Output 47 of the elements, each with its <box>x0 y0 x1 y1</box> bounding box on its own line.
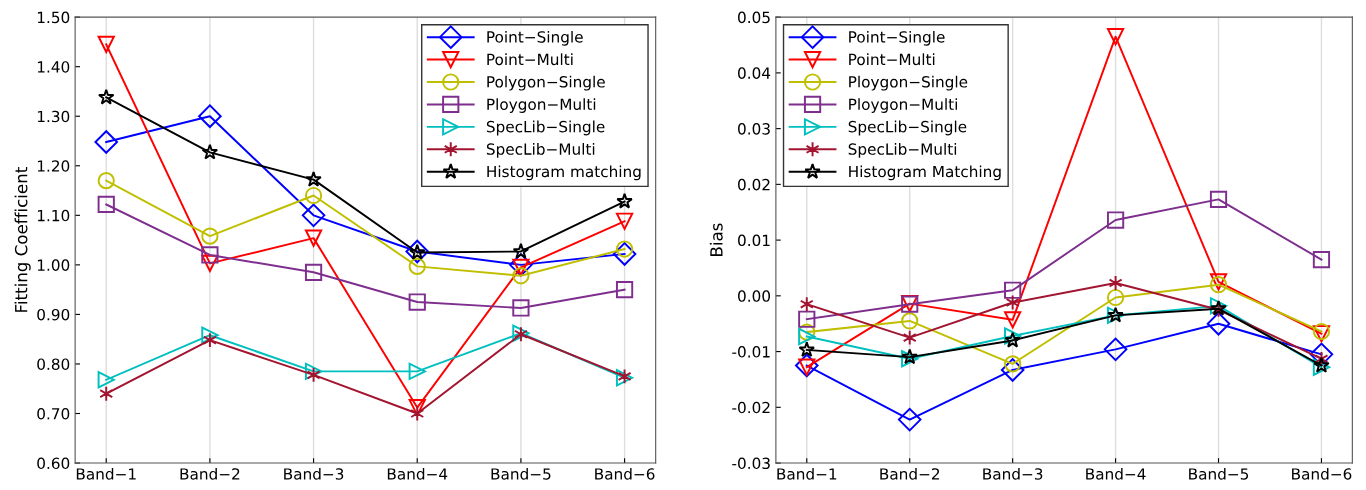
x-tick-label: Band−2 <box>880 467 940 480</box>
x-tick-label: Band−6 <box>595 467 655 480</box>
y-tick-label: 1.00 <box>37 259 70 271</box>
y-tick-label: 0.90 <box>37 308 70 321</box>
y-tick-label: 0.00 <box>738 290 771 302</box>
x-tick-label: Band−6 <box>1292 467 1352 480</box>
legend-label: Polygon−Single <box>487 75 605 91</box>
x-tick-label: Band−5 <box>1189 467 1249 480</box>
legend-label: Point−Single <box>849 30 945 46</box>
y-tick-label: 0.04 <box>738 67 771 79</box>
legend-label: Histogram Matching <box>849 165 1001 181</box>
y-tick-label: 1.10 <box>37 209 70 222</box>
y-tick-label: 0.70 <box>37 407 70 420</box>
x-tick-label: Band−1 <box>777 467 837 480</box>
legend-label: Point−Single <box>487 30 583 46</box>
x-tick-label: Band−4 <box>1086 467 1146 480</box>
legend-label: Ploygon−Single <box>849 75 968 91</box>
legend-label: SpecLib−Single <box>486 120 605 136</box>
x-tick-label: Band−3 <box>284 467 344 480</box>
y-tick-label: 1.50 <box>37 11 70 24</box>
legend-label: SpecLib−Single <box>848 120 967 136</box>
legend-label: Ploygon−Multi <box>849 98 957 113</box>
legend-label: Point−Multi <box>849 53 935 66</box>
legend-label: Histogram matching <box>487 165 641 181</box>
y-tick-label: 0.03 <box>738 123 770 135</box>
y-tick-label: 0.05 <box>738 11 770 24</box>
x-tick-label: Band−1 <box>76 467 136 480</box>
y-tick-label: 1.40 <box>37 61 70 73</box>
legend-label: SpecLib−Multi <box>848 143 957 158</box>
legend-label: SpecLib−Multi <box>486 143 595 158</box>
y-axis-title: Fitting Coefficient <box>14 167 31 312</box>
x-tick-label: Band−3 <box>983 467 1043 480</box>
x-tick-label: Band−2 <box>180 467 240 480</box>
y-tick-label: 1.30 <box>37 110 70 123</box>
legend-label: Ploygon−Multi <box>487 98 596 113</box>
y-tick-label: 0.80 <box>37 358 70 370</box>
x-tick-label: Band−4 <box>387 467 448 480</box>
y-tick-label: 0.01 <box>738 234 770 247</box>
y-tick-label: -0.02 <box>732 401 770 414</box>
y-axis-title: Bias <box>709 223 723 256</box>
legend-label: Point−Multi <box>487 53 573 66</box>
y-tick-label: 0.60 <box>37 457 70 470</box>
x-tick-label: Band−5 <box>491 467 551 480</box>
y-tick-label: -0.03 <box>732 457 770 470</box>
y-tick-label: -0.01 <box>732 346 770 358</box>
y-tick-label: 1.20 <box>37 160 70 172</box>
y-tick-label: 0.02 <box>738 178 770 191</box>
